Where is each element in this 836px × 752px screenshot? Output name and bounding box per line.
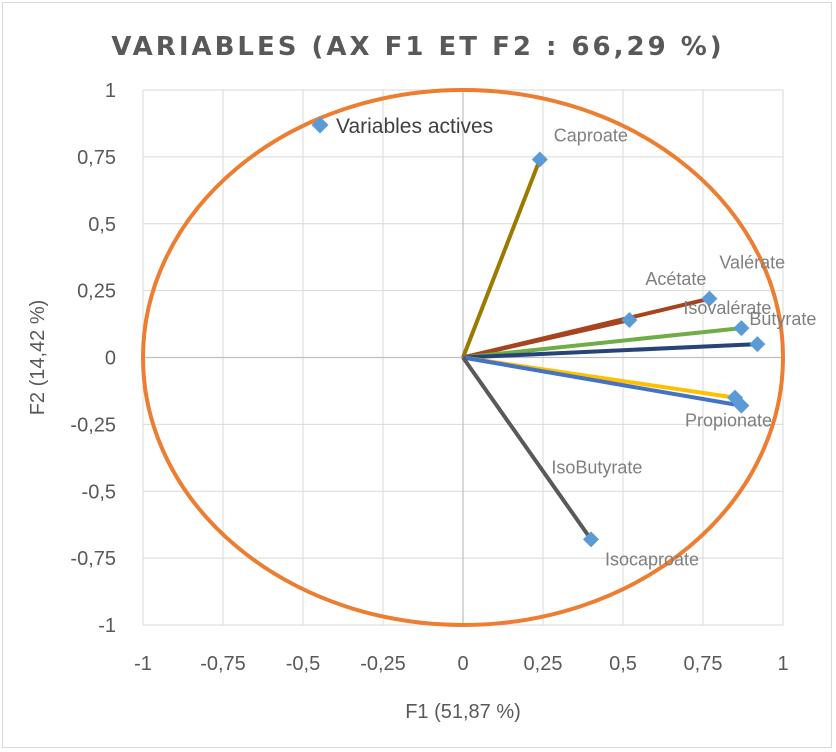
- vector-line: [461, 158, 542, 359]
- point-label: IsoButyrate: [551, 458, 642, 478]
- point-label: Valérate: [719, 253, 785, 273]
- data-point: [733, 397, 750, 414]
- data-point: [583, 531, 599, 548]
- vector-line: [462, 296, 710, 360]
- x-tick-label: 1: [777, 653, 788, 675]
- vector-line: [461, 356, 593, 541]
- correlation-circle-layer: [141, 88, 785, 627]
- x-tick-label: 0,75: [684, 653, 723, 675]
- y-axis-title: F2 (14,42 %): [27, 300, 49, 416]
- vector-line: [462, 342, 758, 360]
- x-tick-label: -0,5: [286, 653, 320, 675]
- vectors: [461, 158, 758, 541]
- x-tick-label: -0,75: [200, 653, 246, 675]
- y-tick-label: 0: [105, 348, 116, 370]
- x-tick-label: 0,25: [524, 653, 563, 675]
- data-point: [621, 312, 638, 329]
- data-point: [749, 336, 766, 353]
- y-tick-label: 0,75: [77, 147, 116, 169]
- point-label: Butyrate: [749, 309, 816, 329]
- y-tick-label: -0,25: [70, 414, 116, 436]
- point-labels: Caproate Acétate Valérate ButyrateIsovaléra…: [551, 126, 816, 570]
- y-tick-label: -1: [98, 615, 116, 637]
- x-tick-label: 0: [457, 653, 468, 675]
- chart-title: VARIABLES (AX F1 ET F2 : 66,29 %): [111, 32, 725, 62]
- y-tick-label: 0,5: [88, 214, 116, 236]
- y-tick-label: 0,25: [77, 281, 116, 303]
- point-label: Isovalérate: [683, 298, 771, 318]
- data-point: [531, 151, 548, 168]
- legend-label: Variables actives: [336, 115, 493, 138]
- y-tick-label: -0,75: [70, 548, 116, 570]
- legend-marker: [311, 116, 329, 134]
- correlation-circle: [141, 88, 785, 627]
- vector-line: [462, 326, 742, 360]
- data-point: [701, 290, 718, 307]
- x-tick-label: 0,5: [609, 653, 637, 675]
- point-label: Isocaproate: [605, 549, 699, 569]
- points: [531, 151, 766, 548]
- x-axis-title: F1 (51,87 %): [405, 701, 521, 723]
- point-label: Caproate: [554, 126, 628, 146]
- point-label: Acétate: [645, 269, 706, 289]
- x-tick-label: -0,25: [360, 653, 406, 675]
- vector-line: [462, 355, 742, 408]
- tick-labels: -1 1 -0,75 0,75 -0,5 0,5 -0,25 0,25 0 0 0,25 -0,25 0…: [70, 80, 788, 675]
- y-tick-label: 1: [105, 80, 116, 102]
- legend: Variables actives: [311, 115, 493, 138]
- y-tick-label: -0,5: [82, 481, 116, 503]
- x-tick-label: -1: [134, 653, 152, 675]
- data-point: [733, 320, 750, 337]
- point-label: Propionate: [685, 411, 772, 431]
